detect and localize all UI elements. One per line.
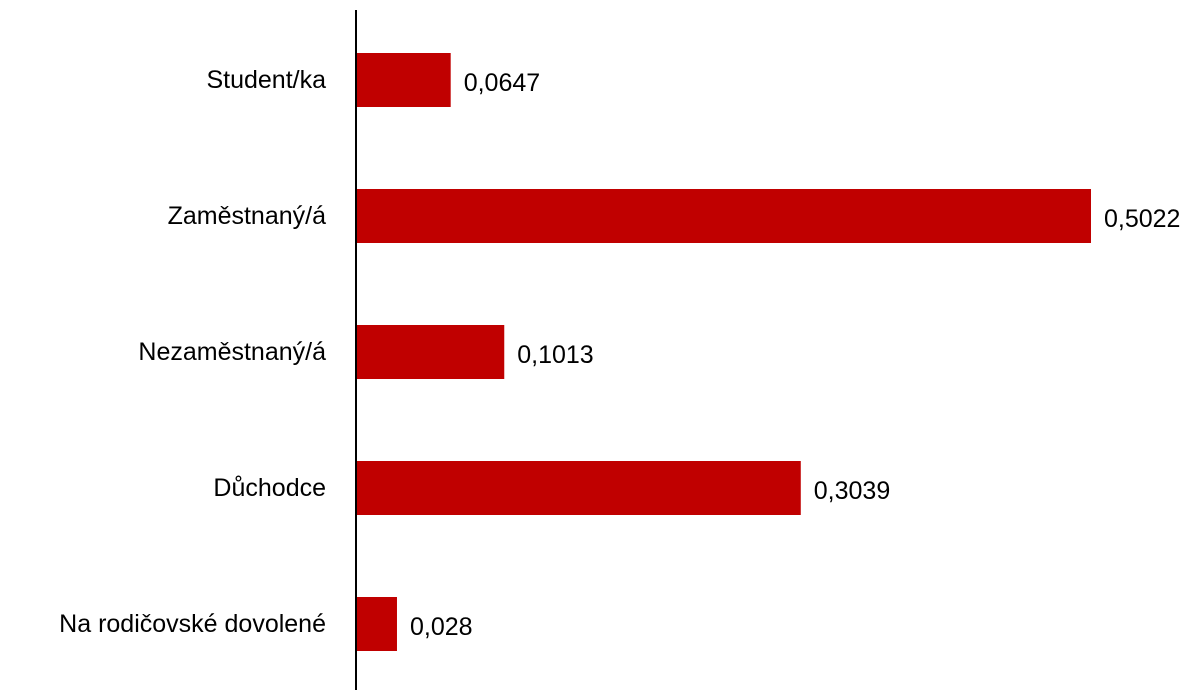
value-label-0: 0,0647	[464, 69, 540, 97]
bar-1	[356, 189, 1091, 243]
bar-4	[356, 597, 397, 651]
value-label-1: 0,5022	[1104, 205, 1180, 233]
category-label-2: Nezaměstnaný/á	[138, 338, 326, 366]
category-labels-group: Student/ka Zaměstnaný/á Nezaměstnaný/á Důch…	[59, 66, 326, 638]
bar-3	[356, 461, 801, 515]
bar-0	[356, 53, 451, 107]
category-label-3: Důchodce	[213, 474, 326, 502]
value-labels-group: 0,0647 0,5022 0,1013 0,3039 0,028	[410, 69, 1180, 641]
bars-group	[356, 53, 1091, 651]
category-label-1: Zaměstnaný/á	[168, 202, 327, 230]
value-label-4: 0,028	[410, 613, 473, 641]
category-label-0: Student/ka	[206, 66, 326, 94]
value-label-2: 0,1013	[517, 341, 593, 369]
bar-2	[356, 325, 505, 379]
category-label-4: Na rodičovské dovolené	[59, 610, 326, 638]
value-label-3: 0,3039	[814, 477, 890, 505]
